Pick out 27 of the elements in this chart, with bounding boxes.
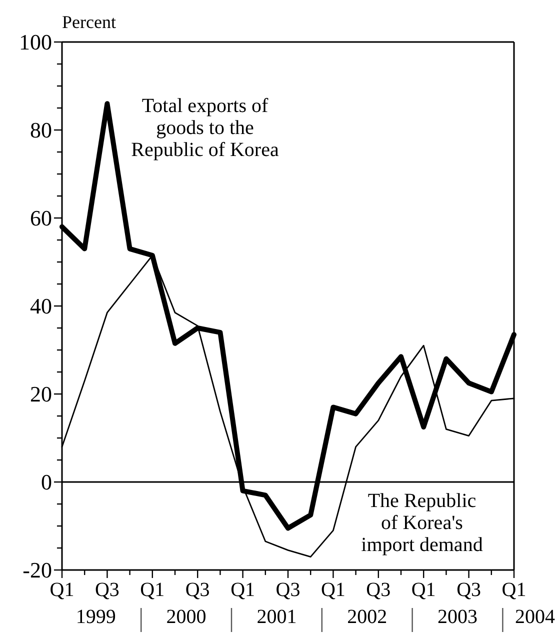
series-label: The Republic of Korea's import demand	[361, 490, 483, 556]
text: 2002	[347, 606, 388, 628]
y-axis-title: Percent	[62, 12, 116, 32]
x-tick-label: Q1	[411, 579, 436, 601]
y-tick-label: 20	[30, 382, 52, 407]
y-tick-label: 40	[30, 294, 52, 319]
y-tick-label: -20	[22, 558, 52, 583]
series-label: Total exports of goods to the Republic of Korea	[131, 95, 279, 161]
x-tick-label: Q1	[502, 579, 526, 601]
y-tick-label: 60	[30, 206, 52, 231]
x-tick-label: Q1	[320, 579, 346, 601]
y-tick-label: 0	[41, 470, 52, 495]
x-tick-label: Q3	[185, 579, 210, 601]
x-tick-label: Q1	[230, 579, 256, 601]
text: 2003	[438, 606, 478, 628]
x-tick-label: Q1	[140, 579, 165, 601]
x-tick-label: Q3	[456, 579, 482, 601]
text: 1999	[76, 606, 116, 628]
text: 2000	[166, 606, 206, 628]
text: 2001	[256, 606, 297, 628]
x-tick-label: Q3	[94, 579, 120, 601]
x-tick-label: Q3	[366, 579, 391, 601]
text: 2004	[515, 606, 555, 628]
x-tick-label: Q1	[50, 579, 74, 601]
x-tick-label: Q3	[276, 579, 300, 601]
y-tick-label: 80	[30, 118, 52, 143]
y-tick-label: 100	[19, 30, 52, 55]
